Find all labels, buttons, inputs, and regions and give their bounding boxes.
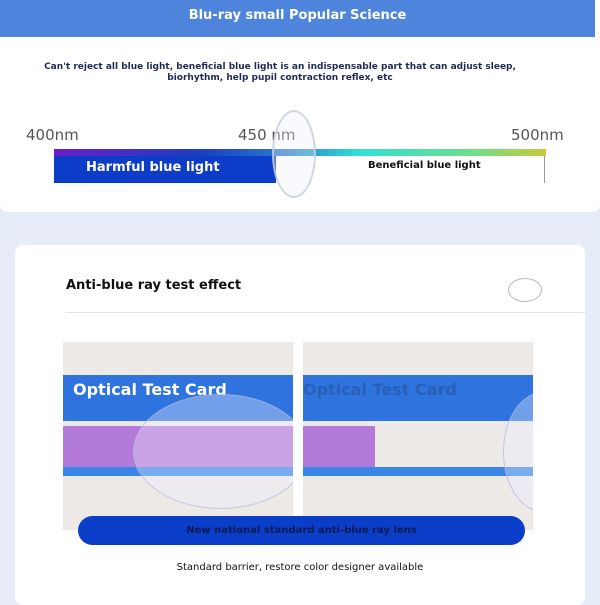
divider <box>66 312 586 313</box>
intro-text: Can't reject all blue light, beneficial … <box>44 62 516 83</box>
science-title: Blu-ray small Popular Science <box>0 0 595 37</box>
divider <box>544 156 545 183</box>
photo-without-lens: Optical Test Card <box>63 342 293 530</box>
footer-text: Standard barrier, restore color designer… <box>176 562 424 573</box>
card-text: Optical Test Card <box>303 380 457 399</box>
lens-image <box>272 110 316 198</box>
science-card: Blu-ray small Popular Science Can't reje… <box>0 0 600 212</box>
lens-icon <box>508 278 542 302</box>
photo-with-lens: Optical Test Card <box>303 342 533 530</box>
harmful-label: Harmful blue light <box>54 156 276 183</box>
label-500: 500nm <box>511 126 564 144</box>
beneficial-label: Beneficial blue light <box>368 160 481 171</box>
label-400: 400nm <box>26 126 79 144</box>
card-text: Optical Test Card <box>73 380 227 399</box>
test-title: Anti-blue ray test effect <box>66 278 242 293</box>
lens-badge: New national standard anti-blue ray lens <box>78 516 525 545</box>
